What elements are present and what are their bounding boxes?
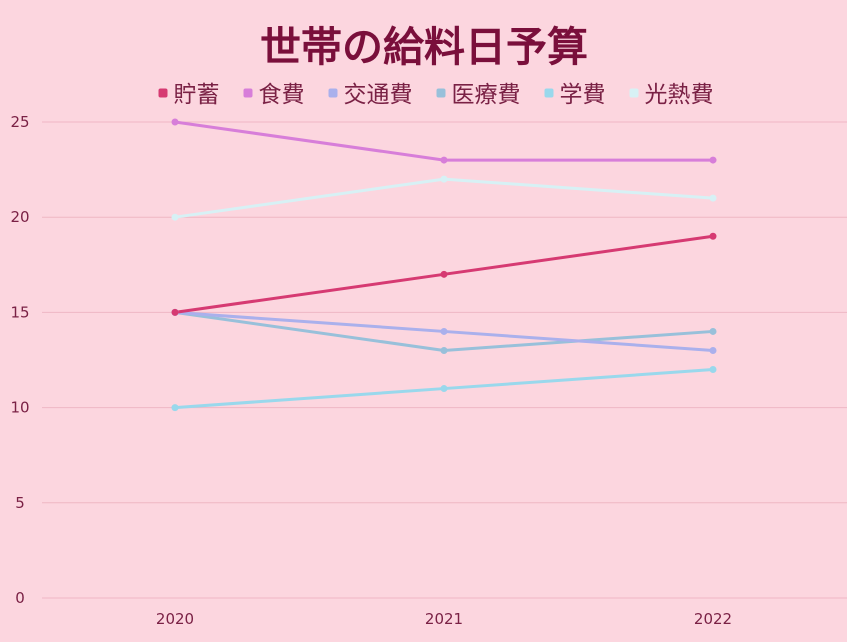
data-point <box>709 327 717 335</box>
data-point <box>709 366 717 374</box>
legend-label: 交通費 <box>344 82 413 108</box>
legend-label: 光熱費 <box>645 82 714 108</box>
data-point <box>440 270 448 278</box>
legend-swatch <box>436 88 446 98</box>
legend-swatch <box>243 88 253 98</box>
legend-label: 学費 <box>560 82 606 108</box>
y-tick-label: 15 <box>10 303 29 321</box>
legend-swatch <box>544 88 554 98</box>
data-point <box>440 156 448 164</box>
data-point <box>709 346 717 354</box>
x-axis: 2020 2021 2022 <box>156 610 732 628</box>
data-point <box>709 232 717 240</box>
gridlines <box>42 121 847 599</box>
series-line <box>173 120 715 162</box>
legend: 貯蓄 食費 交通費 医療費 学費 光熱費 <box>158 82 714 108</box>
data-point <box>440 385 448 393</box>
data-point <box>709 156 717 164</box>
y-tick-label: 0 <box>15 589 25 607</box>
data-point <box>440 346 448 354</box>
data-point <box>171 118 179 126</box>
legend-label: 貯蓄 <box>174 82 220 108</box>
legend-item: 交通費 <box>328 82 413 108</box>
legend-label: 食費 <box>259 82 305 108</box>
series-line <box>173 177 715 219</box>
data-point <box>709 194 717 202</box>
data-point <box>440 175 448 183</box>
chart-title: 世帯の給料日予算 <box>260 23 588 71</box>
data-point <box>440 327 448 335</box>
legend-item: 貯蓄 <box>158 82 220 108</box>
legend-item: 光熱費 <box>629 82 714 108</box>
y-axis: 0 5 10 15 20 25 <box>10 113 29 607</box>
y-tick-label: 25 <box>10 113 29 131</box>
y-tick-label: 5 <box>15 494 25 512</box>
series-lines <box>173 120 715 410</box>
y-tick-label: 10 <box>10 399 29 417</box>
data-point <box>171 308 179 316</box>
legend-item: 学費 <box>544 82 606 108</box>
y-tick-label: 20 <box>10 208 29 226</box>
legend-label: 医療費 <box>452 82 521 108</box>
x-tick-label: 2020 <box>156 610 194 628</box>
x-tick-label: 2022 <box>694 610 732 628</box>
legend-swatch <box>158 88 168 98</box>
legend-item: 食費 <box>243 82 305 108</box>
series-points <box>171 118 717 412</box>
data-point <box>171 404 179 412</box>
legend-swatch <box>629 88 639 98</box>
legend-swatch <box>328 88 338 98</box>
legend-item: 医療費 <box>436 82 521 108</box>
data-point <box>171 213 179 221</box>
x-tick-label: 2021 <box>425 610 463 628</box>
